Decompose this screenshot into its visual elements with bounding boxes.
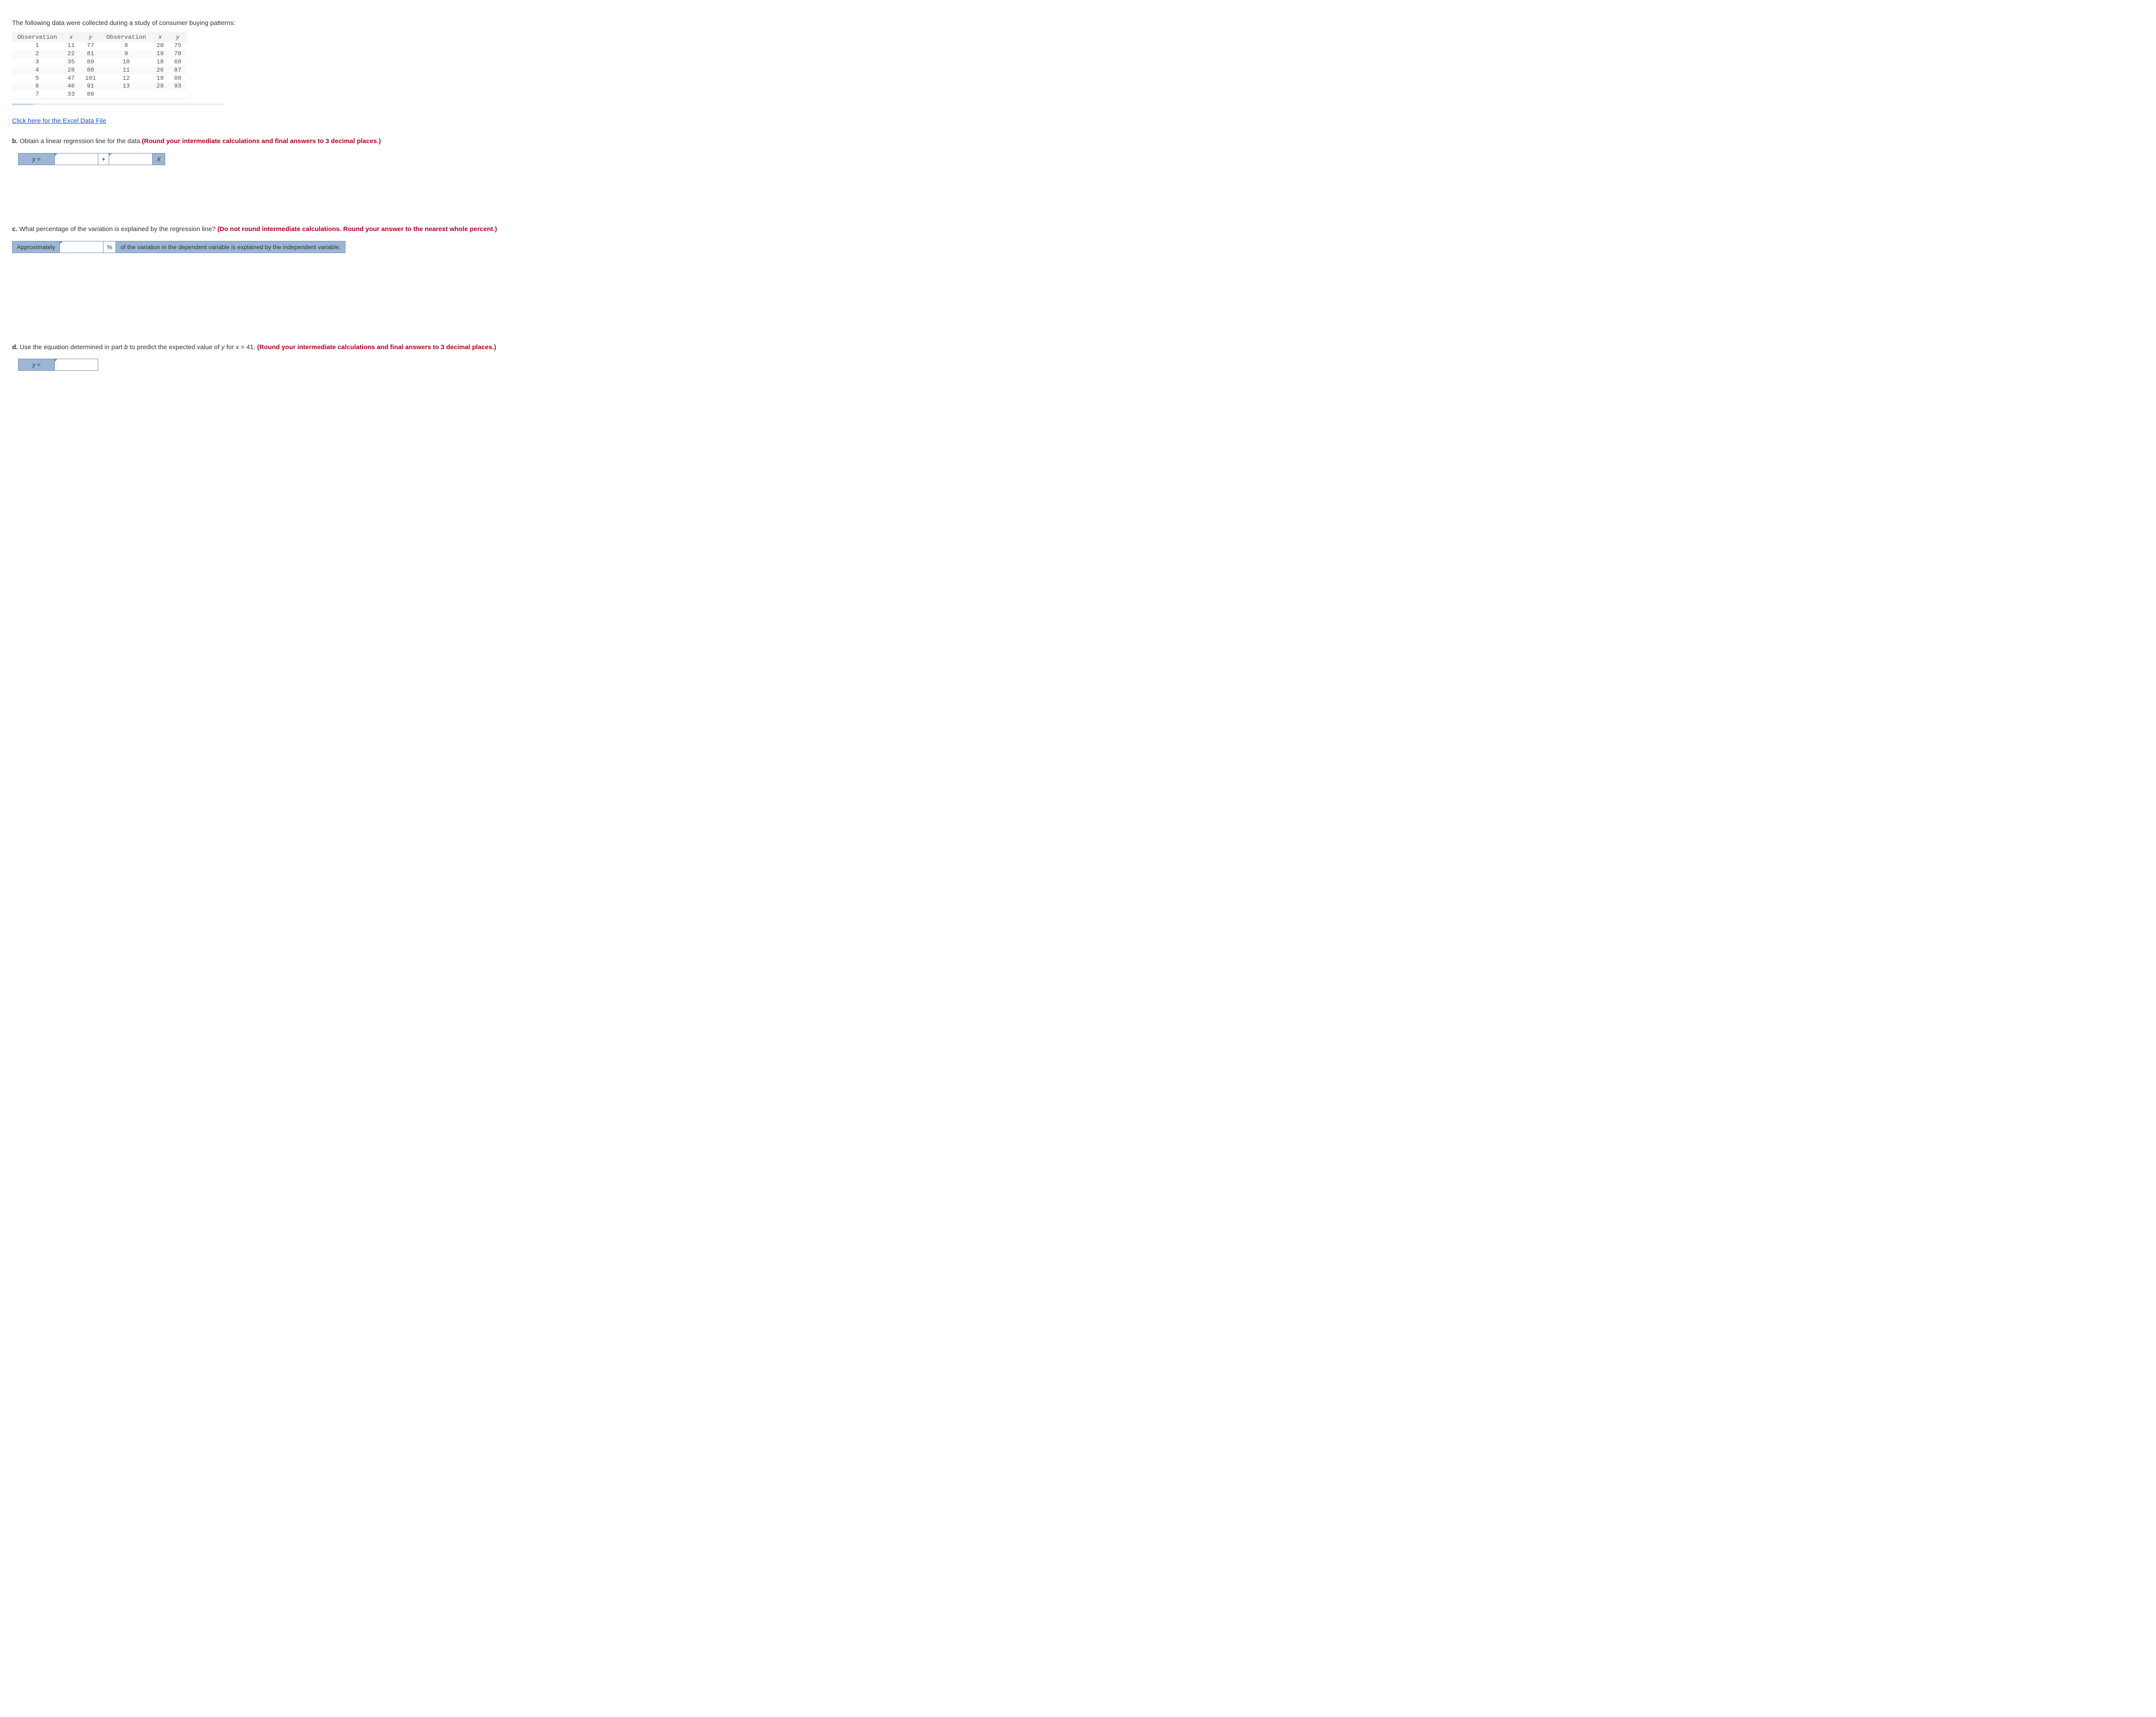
part-c-percent-sign: % <box>103 241 116 253</box>
part-b-x-label: X <box>153 153 165 165</box>
table-cell: 77 <box>80 42 101 50</box>
part-d-y-ital: y <box>221 344 225 351</box>
part-c-trail-text: of the variation in the dependent variab… <box>116 241 345 253</box>
part-b-slope-cell <box>109 153 153 165</box>
part-d-text-4: = 41. <box>239 344 257 351</box>
part-b-plus: + <box>98 153 109 165</box>
table-cell <box>169 91 187 99</box>
table-cell: 68 <box>169 58 187 66</box>
col-header-obs-right: Observation <box>101 33 151 42</box>
table-cell: 75 <box>169 42 187 50</box>
table-cell: 4 <box>12 66 62 75</box>
table-cell: 11 <box>62 42 80 50</box>
part-d-y-input[interactable] <box>55 359 98 370</box>
part-c-label: c. <box>12 225 18 233</box>
col-header-obs-left: Observation <box>12 33 62 42</box>
part-c-text: What percentage of the variation is expl… <box>19 225 217 233</box>
table-cell: 1 <box>12 42 62 50</box>
part-b-bold: (Round your intermediate calculations an… <box>142 138 381 145</box>
table-cell: 22 <box>62 50 80 58</box>
part-b-slope-input[interactable] <box>109 153 152 165</box>
excel-data-file-link[interactable]: Click here for the Excel Data File <box>12 117 106 125</box>
table-row: 547101121988 <box>12 75 187 83</box>
table-cell: 12 <box>101 75 151 83</box>
table-cell: 19 <box>151 75 169 83</box>
table-cell: 26 <box>151 66 169 75</box>
intro-text: The following data were collected during… <box>12 19 574 27</box>
table-cell: 91 <box>80 82 101 91</box>
data-table: Observation x y Observation x y 11177820… <box>12 33 187 99</box>
part-b-prompt: b. Obtain a linear regression line for t… <box>12 137 574 146</box>
table-row: 2228191970 <box>12 50 187 58</box>
part-c-percent-input[interactable] <box>60 241 103 253</box>
table-cell: 47 <box>62 75 80 83</box>
table-cell: 80 <box>80 66 101 75</box>
col-header-x-left: x <box>62 33 80 42</box>
table-cell: 11 <box>101 66 151 75</box>
table-cell: 86 <box>80 91 101 99</box>
table-cell: 10 <box>101 58 151 66</box>
table-cell: 6 <box>12 82 62 91</box>
part-c-bold: (Do not round intermediate calculations.… <box>217 225 497 233</box>
col-header-x-right: x <box>151 33 169 42</box>
table-cell: 9 <box>101 50 151 58</box>
table-cell: 28 <box>62 66 80 75</box>
table-cell: 101 <box>80 75 101 83</box>
part-c-input-cell <box>60 241 103 253</box>
part-b-label: b. <box>12 138 18 145</box>
table-cell: 28 <box>151 82 169 91</box>
part-c-prompt: c. What percentage of the variation is e… <box>12 225 574 234</box>
part-b-y-label: y = <box>19 153 55 165</box>
table-cell: 89 <box>80 58 101 66</box>
part-d-bold: (Round your intermediate calculations an… <box>257 344 496 351</box>
part-c-approx-label: Approximately <box>13 241 60 253</box>
table-cell: 13 <box>101 82 151 91</box>
part-d-b-ital: b <box>124 344 128 351</box>
part-c-answer-row: Approximately % of the variation in the … <box>12 241 345 253</box>
table-cell: 5 <box>12 75 62 83</box>
part-d-text-3: for <box>225 344 236 351</box>
table-cell: 87 <box>169 66 187 75</box>
table-row: 73386 <box>12 91 187 99</box>
table-cell: 33 <box>62 91 80 99</box>
table-cell: 7 <box>12 91 62 99</box>
table-cell <box>151 91 169 99</box>
table-cell: 20 <box>151 42 169 50</box>
table-row: 1117782075 <box>12 42 187 50</box>
part-b-text: Obtain a linear regression line for the … <box>20 138 142 145</box>
table-cell: 3 <box>12 58 62 66</box>
part-b-intercept-input[interactable] <box>55 153 98 165</box>
part-d-answer-row: y = <box>18 359 98 371</box>
part-d-input-cell <box>55 359 98 370</box>
table-cell <box>101 91 151 99</box>
table-cell: 88 <box>169 75 187 83</box>
table-cell: 81 <box>80 50 101 58</box>
table-cell: 8 <box>101 42 151 50</box>
table-cell: 18 <box>151 58 169 66</box>
table-row: 64691132893 <box>12 82 187 91</box>
part-d-text-2: to predict the expected value of <box>128 344 222 351</box>
table-cell: 70 <box>169 50 187 58</box>
part-d-label: d. <box>12 344 18 351</box>
table-row: 33589101868 <box>12 58 187 66</box>
part-d-text-1: Use the equation determined in part <box>20 344 125 351</box>
table-cell: 2 <box>12 50 62 58</box>
part-d-y-label: y = <box>19 359 55 370</box>
col-header-y-left: y <box>80 33 101 42</box>
part-b-answer-row: y = + X <box>18 153 165 165</box>
table-row: 42880112687 <box>12 66 187 75</box>
part-d-prompt: d. Use the equation determined in part b… <box>12 343 574 352</box>
table-cell: 19 <box>151 50 169 58</box>
part-b-intercept-cell <box>55 153 98 165</box>
col-header-y-right: y <box>169 33 187 42</box>
table-scrollbar <box>12 103 223 105</box>
table-cell: 35 <box>62 58 80 66</box>
table-cell: 46 <box>62 82 80 91</box>
table-cell: 93 <box>169 82 187 91</box>
